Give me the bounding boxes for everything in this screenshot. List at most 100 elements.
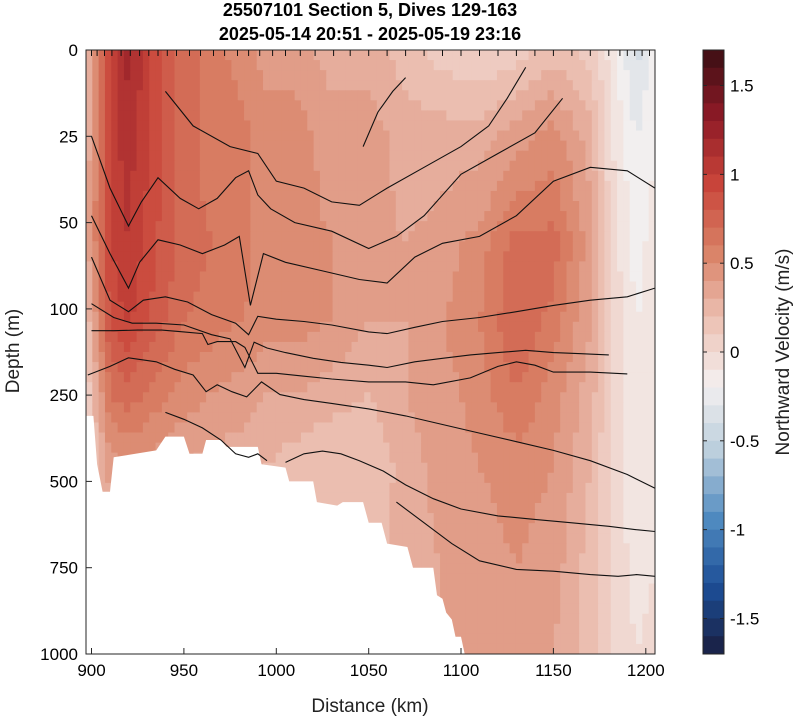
velocity-cell: [313, 80, 321, 91]
velocity-cell: [547, 261, 555, 273]
velocity-cell: [180, 352, 188, 363]
velocity-cell: [553, 492, 561, 504]
velocity-cell: [332, 442, 340, 454]
velocity-cell: [648, 442, 655, 454]
velocity-cell: [604, 50, 612, 61]
velocity-cell: [452, 231, 460, 242]
velocity-cell: [579, 261, 587, 273]
velocity-cell: [642, 241, 650, 252]
velocity-cell: [541, 583, 549, 595]
velocity-cell: [408, 130, 416, 142]
velocity-cell: [402, 372, 410, 383]
velocity-cell: [307, 402, 315, 413]
velocity-cell: [332, 140, 340, 152]
velocity-cell: [225, 201, 233, 212]
velocity-cell: [332, 110, 340, 122]
velocity-cell: [357, 90, 365, 101]
velocity-cell: [427, 432, 435, 444]
velocity-cell: [357, 80, 365, 91]
velocity-cell: [490, 110, 498, 122]
velocity-cell: [383, 482, 391, 494]
velocity-cell: [484, 452, 492, 464]
velocity-cell: [187, 241, 195, 252]
velocity-cell: [313, 60, 321, 71]
velocity-cell: [256, 251, 264, 262]
velocity-cell: [471, 311, 479, 323]
velocity-cell: [414, 462, 422, 474]
velocity-cell: [572, 80, 580, 91]
velocity-cell: [585, 462, 593, 474]
velocity-cell: [319, 442, 327, 454]
velocity-cell: [313, 341, 321, 353]
velocity-cell: [566, 533, 574, 544]
velocity-cell: [642, 372, 650, 383]
velocity-cell: [610, 180, 618, 192]
velocity-cell: [459, 130, 466, 142]
velocity-cell: [199, 341, 207, 353]
velocity-cell: [187, 402, 195, 413]
velocity-cell: [389, 190, 397, 202]
velocity-cell: [636, 482, 643, 494]
velocity-cell: [503, 503, 511, 514]
velocity-cell: [250, 231, 258, 242]
velocity-cell: [522, 362, 530, 373]
velocity-cell: [269, 311, 277, 323]
velocity-cell: [142, 432, 150, 444]
velocity-cell: [142, 402, 150, 413]
velocity-cell: [180, 251, 188, 262]
velocity-cell: [111, 331, 119, 343]
velocity-cell: [313, 432, 321, 444]
velocity-cell: [244, 100, 251, 111]
velocity-cell: [528, 392, 536, 403]
velocity-cell: [269, 190, 277, 202]
velocity-cell: [376, 231, 384, 242]
velocity-cell: [231, 221, 239, 232]
velocity-cell: [642, 80, 650, 91]
velocity-cell: [104, 271, 112, 283]
velocity-cell: [345, 120, 353, 132]
velocity-cell: [604, 402, 612, 413]
velocity-cell: [300, 452, 308, 464]
velocity-cell: [636, 331, 643, 343]
velocity-cell: [452, 482, 460, 494]
velocity-cell: [155, 372, 163, 383]
velocity-cell: [452, 100, 460, 111]
velocity-cell: [617, 50, 624, 61]
velocity-cell: [515, 221, 523, 232]
velocity-cell: [225, 291, 233, 303]
velocity-cell: [237, 60, 245, 71]
velocity-cell: [433, 80, 441, 91]
velocity-cell: [111, 362, 119, 373]
velocity-cell: [389, 462, 397, 474]
velocity-cell: [338, 211, 346, 222]
velocity-cell: [421, 341, 428, 353]
velocity-cell: [345, 170, 353, 182]
velocity-cell: [104, 482, 112, 494]
velocity-cell: [629, 422, 637, 434]
velocity-cell: [541, 482, 549, 494]
velocity-cell: [86, 261, 93, 273]
velocity-cell: [117, 341, 125, 353]
velocity-cell: [591, 221, 599, 232]
velocity-cell: [269, 412, 277, 424]
velocity-cell: [332, 372, 340, 383]
velocity-cell: [174, 110, 182, 122]
velocity-cell: [123, 150, 131, 162]
velocity-cell: [370, 341, 378, 353]
velocity-cell: [459, 492, 466, 504]
velocity-cell: [231, 60, 239, 71]
velocity-cell: [440, 352, 447, 363]
velocity-cell: [610, 492, 618, 504]
velocity-cell: [218, 422, 226, 434]
velocity-cell: [477, 503, 485, 514]
velocity-cell: [275, 321, 283, 333]
velocity-cell: [598, 321, 606, 333]
velocity-cell: [541, 60, 549, 71]
velocity-cell: [427, 120, 435, 132]
velocity-cell: [648, 503, 655, 514]
velocity-cell: [496, 100, 504, 111]
velocity-cell: [572, 362, 580, 373]
velocity-cell: [123, 372, 131, 383]
velocity-cell: [560, 553, 568, 564]
velocity-cell: [648, 80, 655, 91]
